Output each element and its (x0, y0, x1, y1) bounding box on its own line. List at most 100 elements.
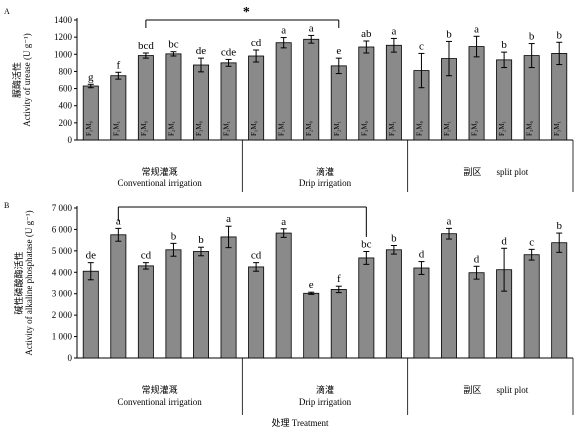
significance-letter: cd (141, 250, 152, 262)
significance-letter: b (391, 233, 397, 245)
significance-letter: b (529, 31, 535, 43)
x-tick-label: F₂M₁ (498, 121, 506, 136)
y-tick-label: 200 (59, 118, 73, 128)
y-tick-label: 1000 (54, 49, 73, 59)
group-label-cn: 副区 (463, 167, 481, 177)
y-tick-label: 3 000 (52, 289, 73, 299)
significance-letter: d (501, 235, 507, 247)
y-tick-label: 800 (59, 66, 73, 76)
group-label-en: Conventional irrigation (118, 178, 203, 188)
y-axis-label-cn: 碱性磷酸酶活性 (13, 251, 24, 314)
y-tick-label: 6 000 (52, 224, 73, 234)
significance-letter: b (198, 234, 204, 246)
significance-letter: a (309, 22, 314, 34)
group-label-cn: 常规灌溉 (142, 166, 178, 177)
significance-letter: d (419, 249, 425, 261)
significance-letter: a (474, 23, 479, 35)
bar (551, 242, 568, 359)
x-tick-label: F₁M₀ (250, 120, 258, 136)
bar (220, 236, 237, 359)
y-tick-label: 600 (59, 84, 73, 94)
group-label-cn: 滴灌 (316, 166, 334, 177)
bar (82, 270, 99, 359)
significance-letter: d (474, 253, 480, 265)
y-tick-label: 7 000 (52, 203, 73, 213)
y-tick-label: 1 000 (52, 332, 73, 342)
group-label-en: Conventional irrigation (118, 397, 203, 407)
y-tick-label: 2 000 (52, 310, 73, 320)
bar (165, 249, 182, 359)
group-label-en: split plot (496, 385, 528, 395)
bar (523, 254, 540, 359)
significance-letter: a (226, 213, 231, 225)
x-tick-label: F₃M₀ (526, 120, 534, 136)
group-label-en: split plot (496, 167, 528, 177)
significance-letter: e (336, 45, 341, 57)
y-tick-label: 0 (68, 135, 73, 145)
significance-letter: de (196, 45, 207, 57)
group-label-en: Drip irrigation (299, 397, 352, 407)
x-tick-label: F₂M₁ (333, 121, 341, 136)
group-label-cn: 副区 (463, 385, 481, 395)
significance-letter: a (391, 25, 396, 37)
group-label-en: Drip irrigation (299, 178, 352, 188)
y-tick-label: 0 (68, 353, 73, 363)
x-tick-label: F₂M₀ (140, 120, 148, 136)
x-tick-label: F₂M₀ (305, 120, 313, 136)
significance-letter: a (447, 215, 452, 227)
significance-letter: g (88, 71, 94, 83)
x-tick-label: F₂M₁ (167, 121, 175, 136)
significance-letter: ab (361, 28, 372, 40)
bar (330, 289, 347, 359)
significance-letter: de (86, 250, 97, 262)
significance-letter: bc (361, 239, 372, 251)
significance-star: * (243, 5, 250, 20)
x-tick-label: F₃M₀ (360, 120, 368, 136)
x-tick-label: F₁M₁ (112, 121, 120, 136)
significance-letter: c (529, 236, 534, 248)
panel-b-label: B (4, 201, 9, 210)
significance-letter: e (309, 279, 314, 291)
bar (413, 267, 430, 359)
significance-letter: b (446, 28, 452, 40)
bar (193, 251, 209, 359)
x-tick-label: F₃M₁ (553, 121, 561, 136)
y-tick-label: 1200 (54, 32, 73, 42)
significance-letter: b (171, 230, 177, 242)
significance-letter: a (116, 215, 121, 227)
significance-letter: f (337, 273, 341, 285)
y-tick-label: 400 (59, 101, 73, 111)
significance-letter: f (116, 59, 120, 71)
bar (385, 249, 402, 359)
y-axis-label-en: Activity of urease (U g⁻¹) (22, 33, 32, 126)
bar (441, 233, 457, 359)
x-tick-label: F₁M₀ (415, 120, 423, 136)
bar (358, 257, 375, 359)
x-tick-label: F₂M₀ (471, 120, 479, 136)
x-tick-label: F₃M₀ (195, 120, 203, 136)
bar (110, 234, 127, 359)
significance-letter: b (556, 29, 562, 41)
significance-letter: cd (251, 250, 262, 262)
bar (275, 232, 292, 359)
significance-letter: cde (221, 46, 236, 58)
x-axis-label: 处理 Treatment (272, 417, 329, 428)
significance-letter: bcd (138, 40, 154, 52)
panel-a-label: A (4, 7, 10, 16)
y-tick-label: 4 000 (52, 267, 73, 277)
significance-letter: bc (168, 39, 179, 51)
x-tick-label: F₃M₁ (223, 121, 231, 136)
significance-letter: b (501, 39, 507, 51)
x-tick-label: F₁M₀ (85, 120, 93, 136)
significance-letter: a (281, 216, 286, 228)
y-axis-label-cn: 脲酶活性 (11, 62, 22, 98)
bar (303, 292, 320, 359)
bar (468, 272, 485, 359)
bar (248, 266, 265, 359)
x-tick-label: F₁M₁ (443, 121, 451, 136)
group-label-cn: 常规灌溉 (142, 384, 178, 395)
significance-letter: cd (251, 37, 262, 49)
x-tick-label: F₃M₁ (388, 121, 396, 136)
group-label-cn: 滴灌 (316, 384, 334, 395)
